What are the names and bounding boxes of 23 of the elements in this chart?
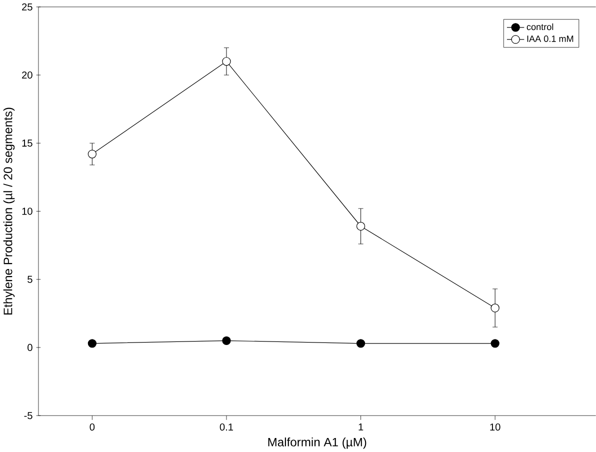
x-tick-label: 0.1 bbox=[220, 423, 233, 431]
y-tick-label: 15 bbox=[22, 140, 32, 147]
point bbox=[222, 336, 231, 345]
point bbox=[222, 57, 231, 66]
y-tick-label: -5 bbox=[24, 412, 32, 420]
y-tick-label: 25 bbox=[22, 3, 32, 10]
point bbox=[356, 339, 366, 348]
legend-label: control bbox=[526, 23, 554, 30]
point bbox=[356, 222, 366, 231]
x-tick-label: 10 bbox=[490, 423, 500, 431]
point bbox=[88, 339, 97, 348]
x-tick-label: 0 bbox=[90, 423, 95, 431]
x-axis-title: Malformin A1 (µM) bbox=[268, 437, 366, 449]
y-tick-label: 0 bbox=[28, 344, 32, 351]
y-tick-label: 10 bbox=[22, 208, 32, 215]
point bbox=[490, 304, 500, 312]
y-tick-label: 20 bbox=[22, 71, 32, 79]
y-axis-title: Ethylene Production (µl / 20 segments) bbox=[3, 108, 15, 314]
y-tick-label: 5 bbox=[28, 276, 32, 283]
x-tick-label: 1 bbox=[358, 423, 364, 430]
legend-label: IAA 0.1 mM bbox=[527, 35, 574, 42]
point bbox=[490, 339, 500, 348]
point bbox=[88, 150, 97, 158]
